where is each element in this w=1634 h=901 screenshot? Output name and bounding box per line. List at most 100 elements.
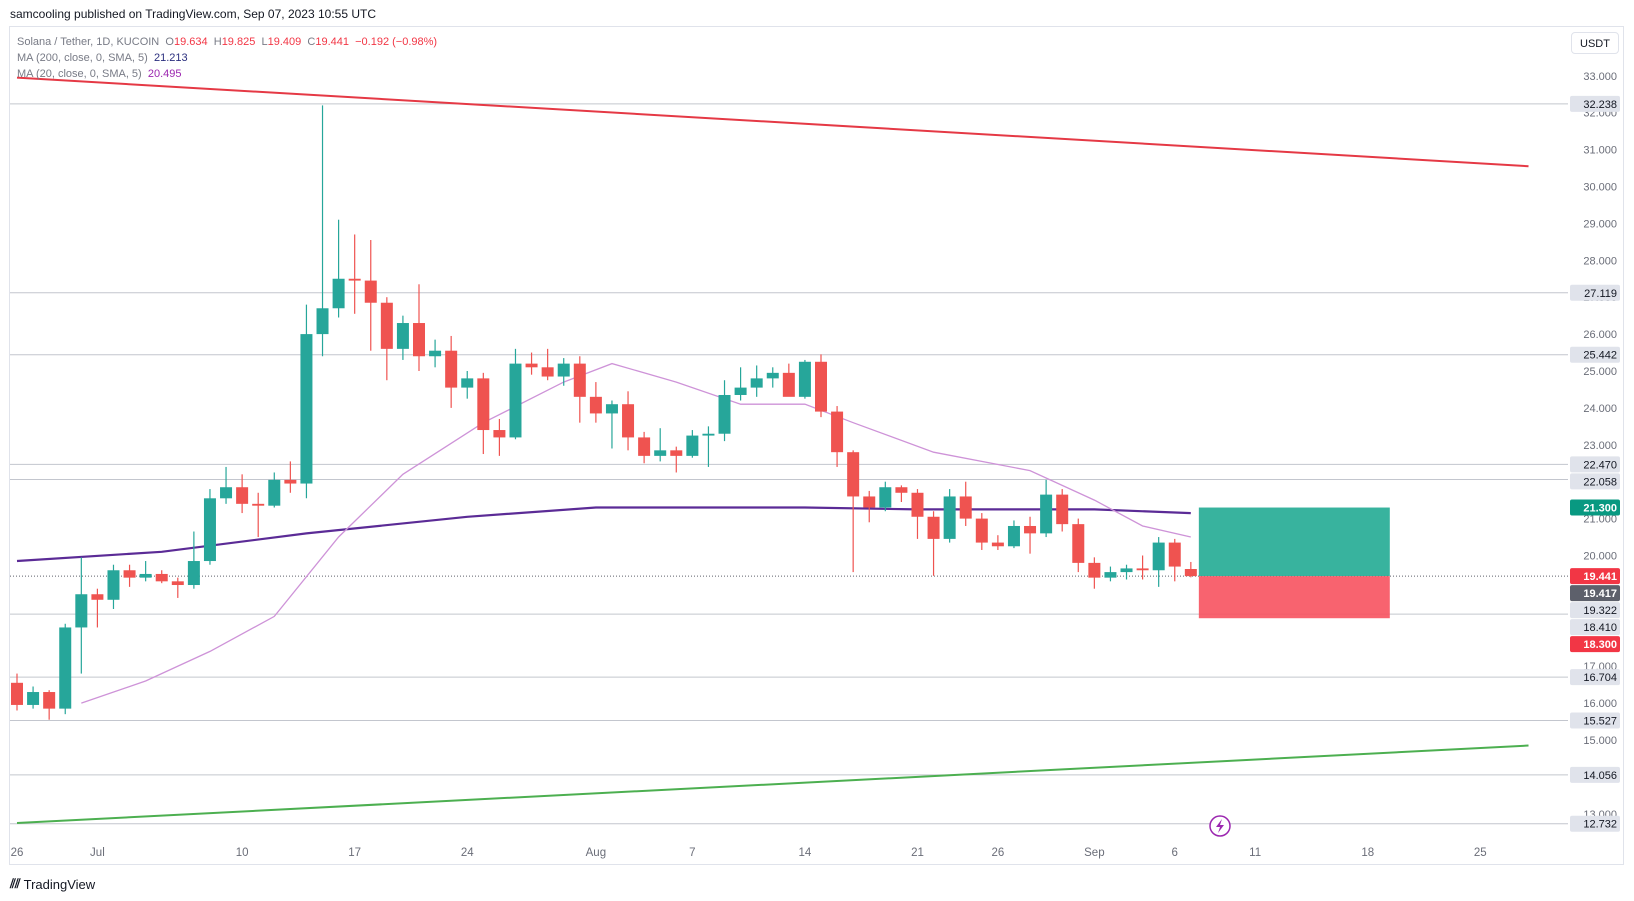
y-tick-label: 31.000 — [1583, 145, 1617, 157]
candle-body — [927, 516, 940, 539]
y-tick-label: 24.000 — [1583, 403, 1617, 415]
price-axis: 13.00014.00015.00016.00017.00018.00019.0… — [1583, 71, 1617, 821]
ma200-label: MA (200, close, 0, SMA, 5) — [17, 52, 148, 64]
candle-body — [557, 363, 570, 377]
candle — [638, 431, 651, 464]
candle — [654, 428, 667, 462]
y-tick-label: 25.000 — [1583, 366, 1617, 378]
price-label-stop: 18.300 — [1570, 636, 1620, 653]
candle — [975, 513, 988, 550]
candle-body — [509, 363, 522, 438]
candles — [11, 105, 1197, 720]
candle-body — [1024, 525, 1037, 534]
candle — [589, 382, 602, 423]
legend-ma200-row[interactable]: MA (200, close, 0, SMA, 5) 21.213 — [17, 50, 437, 66]
ma200-value: 21.213 — [153, 52, 188, 64]
candle-body — [284, 479, 297, 484]
price-label-bg — [1570, 499, 1620, 516]
price-label-dark: 19.417 — [1570, 585, 1620, 602]
y-tick-label: 33.000 — [1583, 71, 1617, 83]
ma20-label: MA (20, close, 0, SMA, 5) — [17, 68, 142, 80]
candle-body — [123, 570, 136, 578]
candle — [268, 472, 281, 508]
candle — [316, 105, 329, 357]
candle — [847, 450, 860, 573]
price-label-target: 21.300 — [1570, 499, 1620, 516]
price-label-level: 27.119 — [1570, 284, 1620, 301]
candle — [863, 490, 876, 523]
candle-body — [975, 518, 988, 543]
candle-body — [686, 435, 699, 456]
candle-body — [1088, 562, 1101, 578]
candle-body — [782, 372, 795, 397]
candle-body — [847, 452, 860, 497]
x-tick-label: 26 — [11, 847, 24, 859]
price-label-bg — [1570, 712, 1620, 729]
candle — [187, 531, 200, 589]
candle — [396, 315, 409, 360]
candle-body — [750, 378, 763, 388]
price-label-bg — [1570, 815, 1620, 832]
candle-body — [348, 278, 361, 281]
candle — [300, 304, 313, 499]
price-label-text: 19.322 — [1583, 605, 1617, 617]
candle — [702, 426, 715, 467]
candle-body — [863, 496, 876, 508]
currency-button[interactable]: USDT — [1571, 32, 1619, 54]
candle — [718, 380, 731, 442]
candle — [1040, 479, 1053, 538]
candle-body — [364, 280, 377, 303]
y-tick-label: 26.000 — [1583, 329, 1617, 341]
chart-legend: Solana / Tether, 1D, KUCOIN O19.634 H19.… — [17, 34, 437, 82]
ma20-line — [81, 362, 1191, 704]
candle — [959, 481, 972, 526]
candle — [895, 485, 908, 502]
low-label: L — [261, 36, 268, 48]
price-label-text: 32.238 — [1583, 99, 1617, 111]
candle-body — [236, 487, 249, 504]
price-label-level: 15.527 — [1570, 712, 1620, 729]
price-label-level: 25.442 — [1570, 346, 1620, 363]
candle-body — [638, 437, 651, 456]
y-tick-label: 20.000 — [1583, 551, 1617, 563]
price-label-level: 18.410 — [1570, 619, 1620, 636]
candle — [252, 492, 265, 538]
publisher-caption: samcooling published on TradingView.com,… — [10, 7, 377, 21]
price-label-level: 14.056 — [1570, 766, 1620, 783]
legend-ma20-row[interactable]: MA (20, close, 0, SMA, 5) 20.495 — [17, 66, 437, 82]
y-tick-label: 28.000 — [1583, 255, 1617, 267]
candle-body — [268, 479, 281, 506]
y-tick-label: 15.000 — [1583, 735, 1617, 747]
candle-body — [831, 411, 844, 453]
flash-icon[interactable] — [1209, 815, 1231, 837]
candle-body — [11, 682, 23, 705]
candle-body — [139, 573, 152, 578]
candle — [107, 564, 120, 610]
price-label-bg — [1570, 346, 1620, 363]
candle — [798, 359, 811, 399]
candle — [155, 570, 168, 584]
candle — [1088, 557, 1101, 589]
ma20-value: 20.495 — [147, 68, 182, 80]
candle-body — [959, 496, 972, 519]
candle — [91, 588, 104, 628]
candle — [1104, 566, 1117, 582]
candle — [525, 352, 538, 375]
candle-body — [605, 404, 618, 414]
candle-body — [1104, 572, 1117, 578]
x-tick-label: 6 — [1172, 847, 1178, 859]
candle-body — [477, 378, 490, 431]
candle — [622, 391, 635, 451]
symbol-label[interactable]: Solana / Tether, 1D, KUCOIN — [17, 36, 160, 48]
price-label-level: 16.704 — [1570, 669, 1620, 686]
y-tick-label: 21.000 — [1583, 514, 1617, 526]
price-label-text: 16.704 — [1583, 672, 1617, 684]
candle — [541, 348, 554, 381]
candle — [348, 234, 361, 314]
price-label-text: 22.470 — [1583, 459, 1617, 471]
candle — [1120, 564, 1133, 580]
candle-body — [429, 350, 442, 357]
candle-body — [815, 361, 827, 412]
candle-body — [1136, 568, 1149, 571]
